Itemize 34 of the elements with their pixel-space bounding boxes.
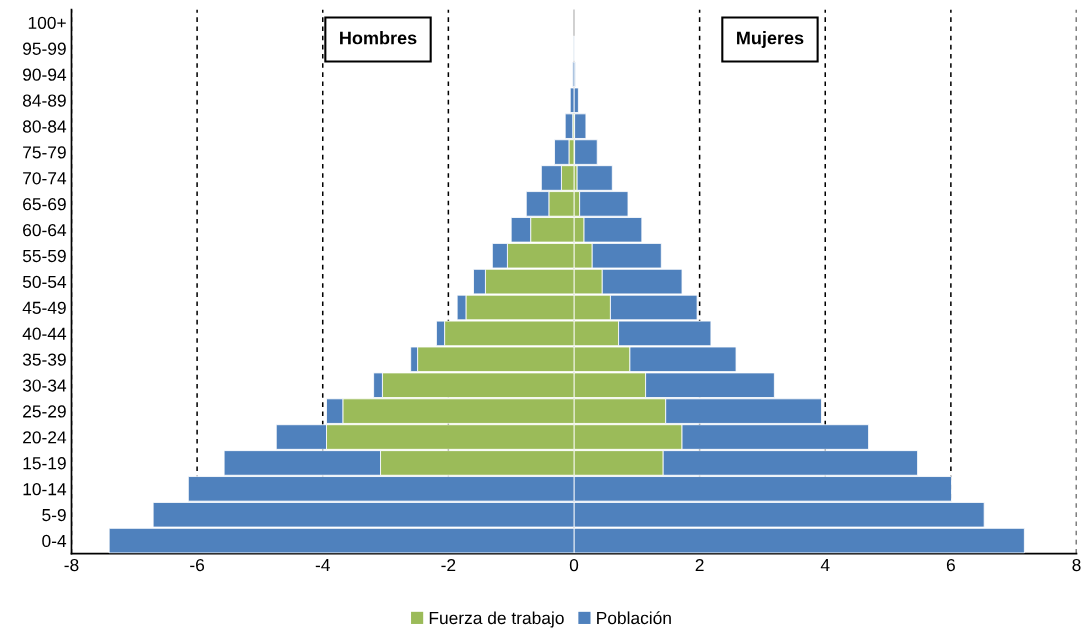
legend-label: Fuerza de trabajo <box>429 611 564 628</box>
x-tick-label: -2 <box>441 558 456 572</box>
annotation: Mujeres <box>737 31 804 48</box>
x-tick-label: 4 <box>820 559 830 572</box>
y-tick-label: 10-14 <box>23 483 67 496</box>
y-tick-label: 70-74 <box>23 172 67 185</box>
legend-label: Población <box>597 611 671 625</box>
y-tick-label: 35-39 <box>22 353 66 366</box>
y-tick-label: 60-64 <box>23 223 67 237</box>
y-tick-label: 95-99 <box>23 42 66 55</box>
y-tick-label: 84-89 <box>22 94 66 107</box>
x-tick-label: 2 <box>695 558 704 572</box>
y-tick-label: 100+ <box>28 16 66 30</box>
annotation: Hombres <box>340 31 417 45</box>
y-tick-label: 45-49 <box>22 301 66 314</box>
y-tick-label: 75-79 <box>23 146 66 159</box>
y-tick-label: 90-94 <box>23 68 67 81</box>
y-tick-label: 40-44 <box>22 327 67 340</box>
y-tick-label: 80-84 <box>22 120 67 133</box>
y-tick-label: 20-24 <box>23 431 67 444</box>
y-tick-label: 50-54 <box>22 275 67 289</box>
x-tick-label: -6 <box>190 558 205 572</box>
y-tick-label: 65-69 <box>23 198 66 211</box>
x-tick-label: -4 <box>315 559 330 572</box>
x-tick-label: 8 <box>1072 558 1081 572</box>
y-tick-label: 30-34 <box>22 379 67 392</box>
x-tick-label: 0 <box>569 558 579 572</box>
y-tick-label: 5-9 <box>42 508 66 522</box>
y-tick-label: 15-19 <box>23 457 66 470</box>
y-tick-label: 55-59 <box>22 249 66 263</box>
x-tick-label: 6 <box>946 558 955 572</box>
y-tick-label: 25-29 <box>23 405 66 418</box>
x-tick-label: -8 <box>64 558 79 572</box>
y-tick-label: 0-4 <box>42 534 67 548</box>
